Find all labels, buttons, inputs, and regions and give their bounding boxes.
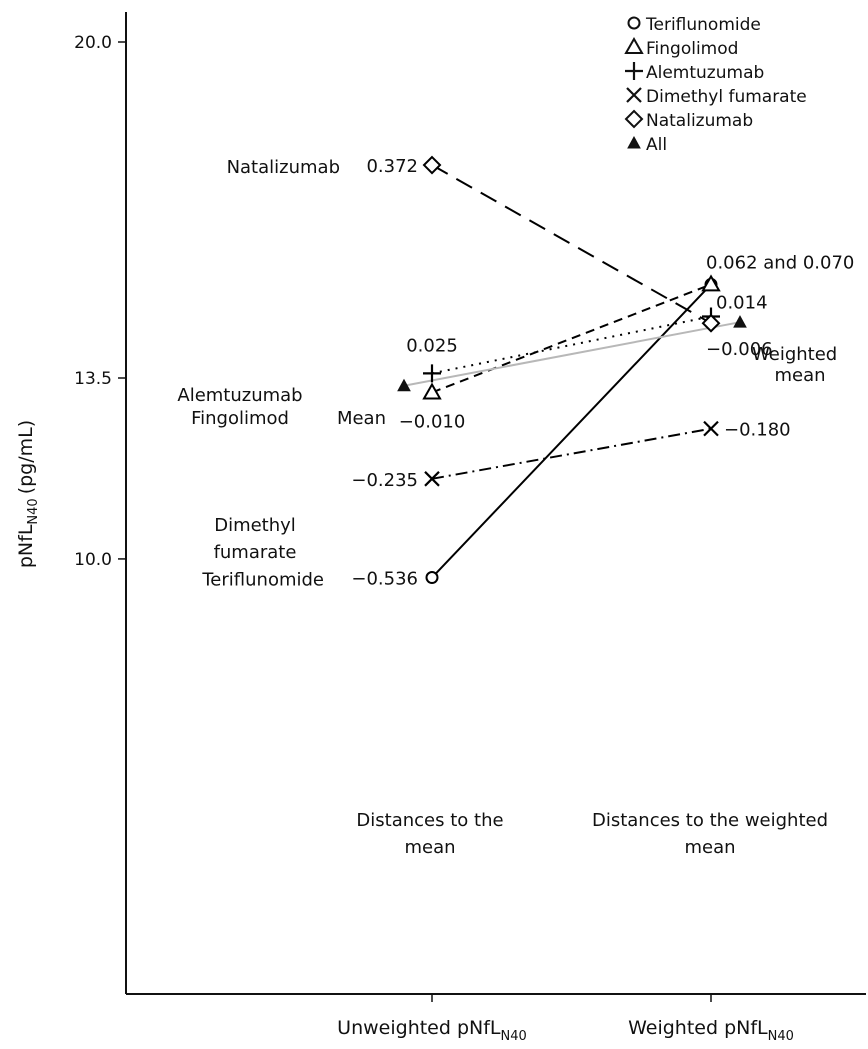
side-label-natalizumab: Natalizumab <box>227 157 340 178</box>
value-label-dimethyl-fumarate-unweighted: −0.235 <box>351 470 418 491</box>
value-label-alemtuzumab-weighted: 0.014 <box>716 292 768 313</box>
y-axis-label: pNfLN40 (pg/mL) <box>15 420 41 568</box>
value-label-alemtuzumab-unweighted: 0.025 <box>406 335 458 356</box>
legend-marker-all <box>627 135 641 149</box>
y-ticks: 10.0 13.5 20.0 <box>74 33 126 570</box>
series-line-all <box>403 321 741 387</box>
y-axis-label-unit: (pg/mL) <box>15 420 37 494</box>
value-label-dimethyl-fumarate-weighted: −0.180 <box>724 420 791 441</box>
y-axis-label-main: pNfL <box>15 524 37 568</box>
annotations: 0.372 0.025 −0.010 −0.235 −0.536 0.062 and 0.… <box>177 156 854 858</box>
marker-teriflunomide-unweighted <box>425 571 439 585</box>
value-label-natalizumab-unweighted: 0.372 <box>366 156 418 177</box>
x-ticks: Unweighted pNfLN40 Weighted pNfLN40 <box>337 994 794 1044</box>
series-lines <box>403 164 741 579</box>
side-label-fingolimod: Fingolimod <box>191 408 289 429</box>
distance-caption-weighted-line1: Distances to the weighted <box>592 810 828 831</box>
side-label-dimethyl: Dimethyl <box>214 515 296 536</box>
mean-label: Mean <box>337 408 386 429</box>
marker-alemtuzumab-unweighted <box>423 364 441 383</box>
axes <box>125 12 866 995</box>
legend-marker-natalizumab <box>624 109 644 129</box>
series-line-dimethyl-fumarate <box>431 427 712 480</box>
distance-caption-unweighted-line2: mean <box>404 837 455 858</box>
distance-caption-weighted-line2: mean <box>684 837 735 858</box>
series-line-fingolimod <box>431 283 712 394</box>
x-tick-label-subscript: N40 <box>768 1029 794 1044</box>
side-label-teriflunomide: Teriflunomide <box>201 570 324 591</box>
series-line-natalizumab <box>431 164 712 325</box>
series-markers <box>397 155 747 585</box>
weighted-mean-label-line2: mean <box>774 365 825 386</box>
x-tick-label-weighted-pnfl: Weighted pNfLN40 <box>628 1017 794 1044</box>
value-label-fingolimod-unweighted: −0.010 <box>399 411 466 432</box>
value-label-natalizumab-weighted: −0.006 <box>706 339 773 360</box>
value-label-teriflunomide-unweighted: −0.536 <box>351 569 418 590</box>
y-tick-label: 10.0 <box>74 550 112 570</box>
marker-fingolimod-weighted <box>701 274 721 292</box>
x-tick-label-unweighted-pnfl: Unweighted pNfLN40 <box>337 1017 527 1044</box>
side-label-fumarate: fumarate <box>214 542 297 563</box>
legend-label-fingolimod: Fingolimod <box>646 39 738 59</box>
legend-marker-dimethyl-fumarate <box>626 87 642 103</box>
marker-natalizumab-weighted <box>701 313 721 333</box>
marker-dimethyl-fumarate-unweighted <box>424 471 440 487</box>
legend-label-alemtuzumab: Alemtuzumab <box>646 63 764 83</box>
legend-label-dimethyl-fumarate: Dimethyl fumarate <box>646 87 807 107</box>
legend-marker-alemtuzumab <box>625 62 643 80</box>
y-tick-label: 20.0 <box>74 33 112 53</box>
series-line-teriflunomide <box>431 283 712 579</box>
y-tick-label: 13.5 <box>74 369 112 389</box>
marker-all-weighted <box>733 315 747 328</box>
marker-all-unweighted <box>397 378 411 392</box>
side-label-alemtuzumab: Alemtuzumab <box>177 385 302 406</box>
legend-marker-teriflunomide <box>627 16 641 30</box>
x-tick-label-text: Unweighted pNfL <box>337 1017 501 1039</box>
marker-dimethyl-fumarate-weighted <box>703 420 719 437</box>
legend-label-natalizumab: Natalizumab <box>646 111 753 131</box>
legend-marker-fingolimod <box>624 36 644 54</box>
x-tick-label-subscript: N40 <box>501 1029 527 1044</box>
series-line-alemtuzumab <box>431 315 712 375</box>
marker-natalizumab-unweighted <box>422 155 442 175</box>
marker-fingolimod-unweighted <box>422 382 442 400</box>
legend: Teriflunomide Fingolimod Alemtuzumab Dimeth… <box>624 15 807 155</box>
legend-label-teriflunomide: Teriflunomide <box>645 15 761 35</box>
value-label-teriflunomide-fingolimod-weighted: 0.062 and 0.070 <box>706 252 854 273</box>
weighted-mean-label-line1: Weighted <box>752 344 837 365</box>
legend-label-all: All <box>646 135 667 155</box>
x-tick-label-text: Weighted pNfL <box>628 1017 768 1039</box>
distance-caption-unweighted-line1: Distances to the <box>356 810 503 831</box>
y-axis-label-subscript: N40 <box>26 498 41 524</box>
